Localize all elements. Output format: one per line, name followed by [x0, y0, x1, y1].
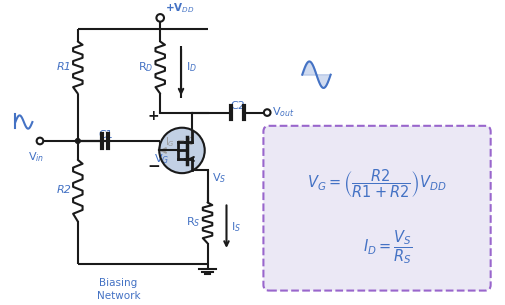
- Text: R$_D$: R$_D$: [138, 60, 154, 74]
- Text: C2: C2: [230, 101, 245, 111]
- Text: $V_G = \left(\dfrac{R2}{R1+R2}\right)V_{DD}$: $V_G = \left(\dfrac{R2}{R1+R2}\right)V_{…: [307, 167, 446, 200]
- Circle shape: [156, 14, 164, 22]
- Circle shape: [75, 138, 80, 143]
- Text: Biasing
Network: Biasing Network: [96, 278, 140, 301]
- Circle shape: [264, 109, 270, 116]
- Text: +: +: [147, 109, 159, 123]
- Text: V$_{out}$: V$_{out}$: [271, 106, 294, 120]
- Text: R$_S$: R$_S$: [186, 216, 200, 229]
- Text: I$_D$: I$_D$: [185, 60, 196, 74]
- Text: I$_S$: I$_S$: [231, 220, 241, 234]
- Text: R1: R1: [57, 62, 72, 72]
- Text: I$_G$ = 0: I$_G$ = 0: [165, 135, 195, 149]
- Circle shape: [159, 128, 205, 173]
- Text: +V$_{DD}$: +V$_{DD}$: [165, 1, 194, 15]
- Text: C1: C1: [98, 130, 113, 140]
- Text: $I_D = \dfrac{V_S}{R_S}$: $I_D = \dfrac{V_S}{R_S}$: [362, 228, 412, 266]
- Circle shape: [36, 138, 43, 144]
- Text: V$_G$: V$_G$: [154, 152, 170, 166]
- Text: −: −: [147, 159, 160, 174]
- FancyBboxPatch shape: [263, 126, 490, 291]
- Text: V$_{in}$: V$_{in}$: [28, 150, 44, 164]
- Text: R2: R2: [57, 185, 72, 195]
- Text: V$_S$: V$_S$: [212, 171, 226, 185]
